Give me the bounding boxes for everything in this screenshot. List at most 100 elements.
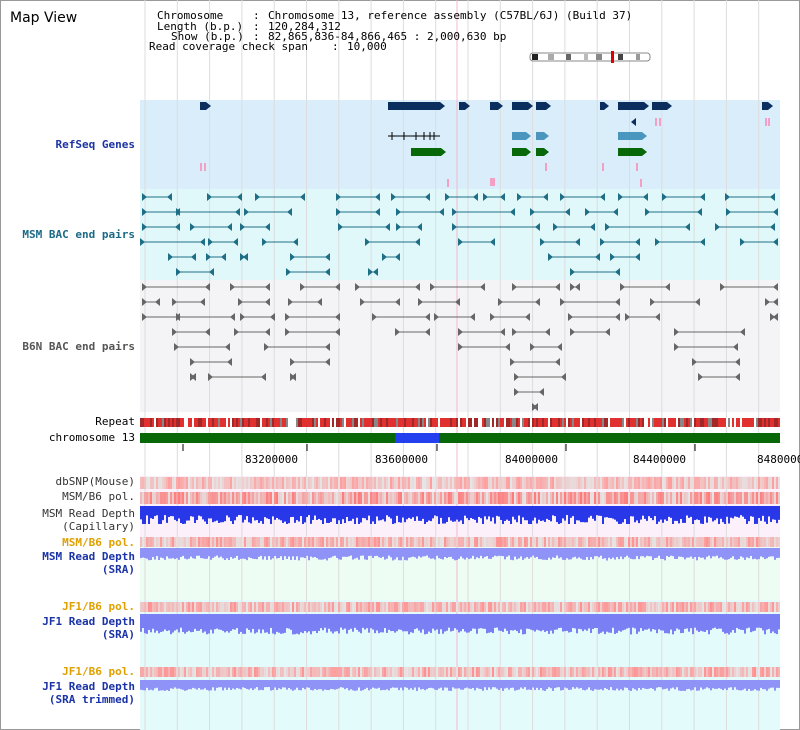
repeat-bar <box>500 418 502 427</box>
heat-cell <box>620 602 622 612</box>
track-label-msm-depth-sra[interactable]: MSM Read Depth <box>42 550 135 563</box>
heat-cell <box>294 667 296 677</box>
heat-cell <box>560 537 562 547</box>
heat-cell <box>336 537 338 547</box>
depth-bar <box>276 548 278 559</box>
heat-cell <box>592 477 594 489</box>
heat-cell <box>520 667 522 677</box>
heat-cell <box>594 667 596 677</box>
repeat-bar <box>440 418 442 427</box>
depth-bar <box>714 548 716 557</box>
heat-cell <box>488 667 490 677</box>
heat-cell <box>284 537 286 547</box>
heat-cell <box>704 667 706 677</box>
heat-cell <box>592 492 594 504</box>
track-label-refseq[interactable]: RefSeq Genes <box>55 138 135 151</box>
heat-cell <box>238 667 240 677</box>
track-label-msm-bac[interactable]: MSM BAC end pairs <box>22 228 135 241</box>
depth-bar <box>582 548 584 560</box>
depth-bar <box>466 614 468 633</box>
heat-cell <box>778 537 780 547</box>
depth-bar <box>338 506 340 521</box>
track-label-jf1-b6-pol-2[interactable]: JF1/B6 pol. <box>62 665 135 678</box>
heat-cell <box>762 477 764 489</box>
depth-bar <box>770 506 772 522</box>
heat-cell <box>564 477 566 489</box>
depth-bar <box>750 614 752 633</box>
track-label-jf1-b6-pol[interactable]: JF1/B6 pol. <box>62 600 135 613</box>
track-label-jf1-depth-sra[interactable]: JF1 Read Depth <box>42 615 135 628</box>
depth-bar <box>230 506 232 522</box>
depth-bar <box>586 548 588 558</box>
depth-bar <box>748 680 750 690</box>
track-label-repeat[interactable]: Repeat <box>95 415 135 428</box>
track-label-dbsnp[interactable]: dbSNP(Mouse) <box>55 475 135 488</box>
heat-cell <box>406 537 408 547</box>
heat-cell <box>608 477 610 489</box>
repeat-bar <box>606 418 608 427</box>
depth-bar <box>420 506 422 521</box>
heat-cell <box>148 537 150 547</box>
heat-cell <box>484 667 486 677</box>
heat-cell <box>214 477 216 489</box>
depth-bar <box>208 614 210 634</box>
depth-bar <box>178 680 180 689</box>
bac-end-marker <box>452 208 457 216</box>
heat-cell <box>316 667 318 677</box>
heat-cell <box>250 602 252 612</box>
repeat-bar <box>694 418 696 427</box>
depth-bar <box>208 680 210 691</box>
heat-cell <box>140 667 142 677</box>
repeat-bar <box>180 418 182 427</box>
heat-cell <box>268 537 270 547</box>
track-label-b6n-bac[interactable]: B6N BAC end pairs <box>22 340 135 353</box>
heat-cell <box>148 492 150 504</box>
heat-cell <box>742 602 744 612</box>
heat-cell <box>224 667 226 677</box>
heat-cell <box>252 602 254 612</box>
heat-cell <box>444 477 446 489</box>
depth-bar <box>286 680 288 690</box>
depth-bar <box>534 548 536 558</box>
depth-bar <box>626 506 628 524</box>
track-label-jf1-depth-trimmed[interactable]: JF1 Read Depth <box>42 680 135 693</box>
heat-cell <box>558 602 560 612</box>
depth-bar <box>438 548 440 559</box>
heat-cell <box>710 537 712 547</box>
bac-end-marker <box>142 223 147 231</box>
depth-bar <box>380 614 382 633</box>
bac-end-marker <box>265 283 270 291</box>
heat-cell <box>444 602 446 612</box>
depth-bar <box>430 506 432 522</box>
depth-bar <box>604 548 606 559</box>
gene-arrow <box>604 102 609 110</box>
depth-bar <box>506 548 508 557</box>
depth-bar <box>250 506 252 524</box>
length-key: Length (b.p.) <box>157 20 244 33</box>
depth-bar <box>398 680 400 691</box>
heat-cell <box>754 492 756 504</box>
track-label-msm-b6-pol[interactable]: MSM/B6 pol. <box>62 490 135 503</box>
track-label-msm-depth-capillary[interactable]: MSM Read Depth <box>42 507 135 520</box>
heat-cell <box>236 477 238 489</box>
heat-cell <box>246 477 248 489</box>
depth-bar <box>236 614 238 629</box>
heat-cell <box>650 537 652 547</box>
depth-bar <box>604 506 606 518</box>
heat-cell <box>692 602 694 612</box>
depth-bar <box>648 614 650 629</box>
repeat-bar <box>228 418 230 427</box>
heat-cell <box>466 492 468 504</box>
heat-cell <box>718 537 720 547</box>
heat-cell <box>326 492 328 504</box>
track-label-msm-b6-pol-sra[interactable]: MSM/B6 pol. <box>62 536 135 549</box>
depth-bar <box>666 548 668 556</box>
depth-bar <box>702 548 704 558</box>
depth-bar <box>242 506 244 523</box>
ideogram-band <box>636 54 640 60</box>
repeat-bar <box>744 418 746 427</box>
depth-bar <box>388 614 390 630</box>
depth-bar <box>378 614 380 634</box>
heat-cell <box>580 537 582 547</box>
heat-cell <box>292 477 294 489</box>
